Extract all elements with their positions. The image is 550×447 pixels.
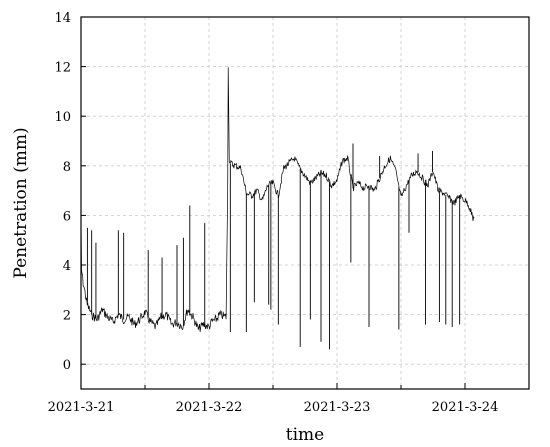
x-tick-label: 2021-3-23 [304, 400, 371, 415]
y-tick-label: 4 [63, 259, 71, 274]
plot-frame [80, 16, 530, 390]
y-tick-label: 8 [63, 160, 71, 175]
y-tick-label: 0 [63, 358, 71, 373]
y-axis-title: Penetration (mm) [11, 127, 31, 278]
y-tick-label: 12 [54, 61, 71, 76]
x-axis-title: time [286, 425, 324, 445]
y-tick-label: 10 [54, 110, 71, 125]
series-layer [80, 67, 475, 350]
y-tick-label: 2 [63, 309, 71, 324]
y-tick-label: 14 [54, 11, 71, 26]
x-tick-label: 2021-3-24 [432, 400, 499, 415]
axis-layer: 0 2 4 6 8 10 12 14 2021-3-21 2021-3-22 2021-3-23 20… [48, 11, 499, 415]
y-tick-label: 6 [63, 209, 71, 224]
x-tick-label: 2021-3-21 [48, 400, 115, 415]
grid-layer [80, 17, 529, 389]
series-line [80, 67, 475, 333]
x-tick-label: 2021-3-22 [176, 400, 243, 415]
